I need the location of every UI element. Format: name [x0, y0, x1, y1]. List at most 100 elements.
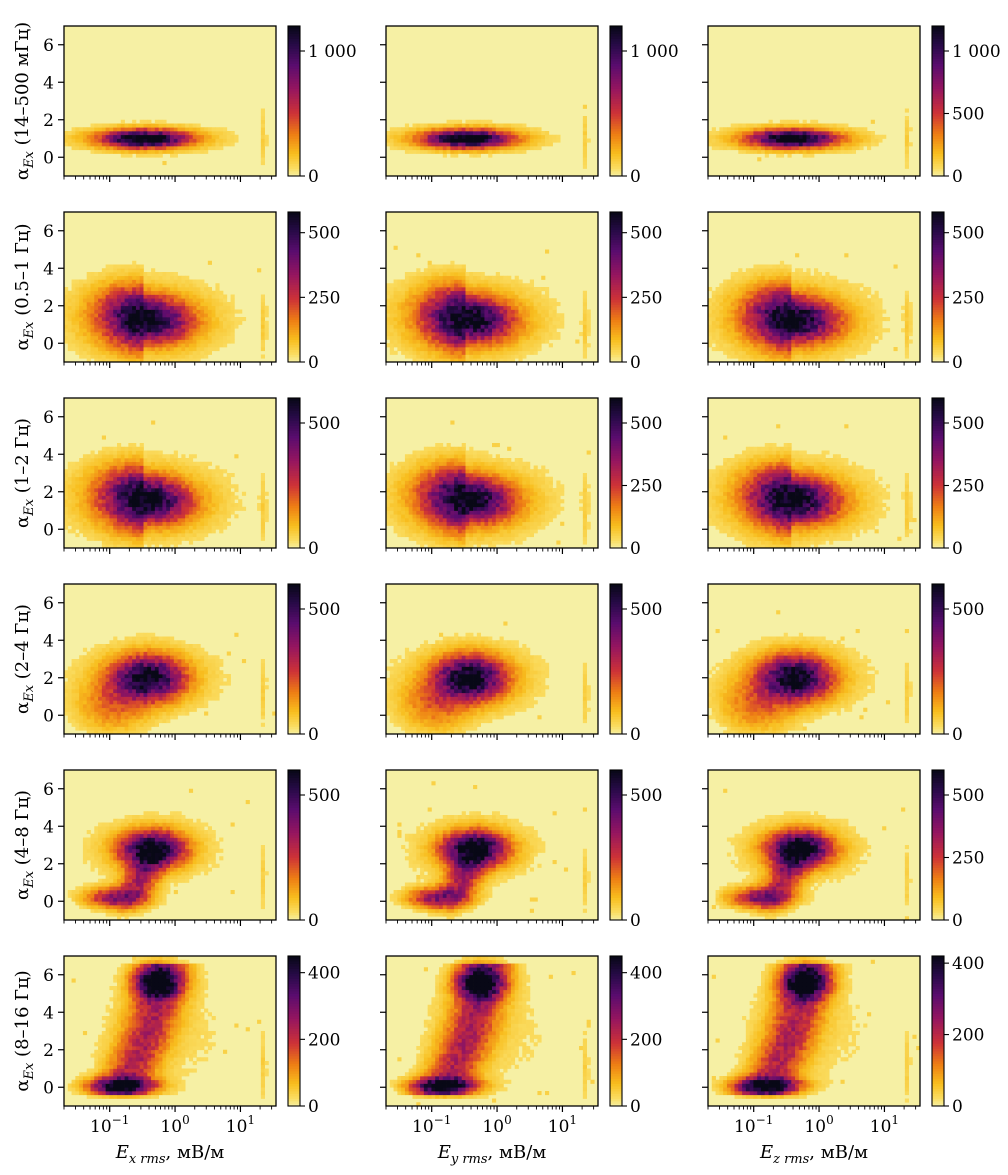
heatmap-cell	[461, 264, 466, 269]
heatmap-cell	[541, 302, 546, 307]
heatmap-cell	[416, 279, 421, 284]
heatmap-cell	[120, 328, 125, 333]
heatmap-cell	[427, 343, 432, 348]
heatmap-cell	[64, 313, 69, 318]
colorbar-segment	[932, 103, 944, 107]
heatmap-cell	[840, 131, 845, 136]
heatmap-cell	[442, 272, 447, 277]
heatmap-cell	[446, 317, 451, 322]
heatmap-cell	[848, 343, 853, 348]
heatmap-cell	[90, 343, 95, 348]
heatmap-cell	[836, 142, 841, 147]
heatmap-cell	[420, 123, 425, 128]
heatmap-cell	[802, 298, 807, 303]
heatmap-cell	[499, 146, 504, 151]
heatmap-cell	[768, 290, 773, 295]
heatmap-cell	[745, 138, 750, 143]
heatmap-cell	[192, 324, 197, 329]
heatmap-cell	[738, 313, 743, 318]
heatmap-cell	[522, 149, 527, 154]
heatmap-cell	[810, 305, 815, 310]
heatmap-cell	[473, 317, 478, 322]
heatmap-cell	[514, 138, 519, 143]
heatmap-cell	[779, 123, 785, 128]
heatmap-cell	[730, 324, 735, 329]
heatmap-cell	[435, 131, 440, 136]
heatmap-cell	[802, 339, 807, 344]
heatmap-cell	[450, 138, 455, 143]
heatmap-cell	[832, 127, 838, 132]
heatmap-cell	[851, 287, 856, 292]
heatmap-cell	[480, 119, 485, 124]
heatmap-cell	[503, 298, 508, 303]
heatmap-cell	[776, 264, 781, 269]
heatmap-cell	[795, 149, 800, 154]
heatmap-cell	[742, 298, 747, 303]
heatmap-cell	[776, 358, 781, 363]
heatmap-cell	[412, 302, 417, 307]
heatmap-cell	[851, 324, 856, 329]
heatmap-cell	[196, 283, 201, 288]
heatmap-cell	[389, 324, 394, 329]
heatmap-cell	[109, 149, 114, 154]
heatmap-cell	[393, 127, 398, 132]
heatmap-cell	[188, 332, 194, 337]
heatmap-cell	[840, 127, 845, 132]
heatmap-cell	[450, 358, 455, 363]
heatmap-cell	[863, 332, 868, 337]
heatmap-cell	[128, 309, 133, 314]
plot-frame	[63, 25, 277, 177]
heatmap-cell	[522, 127, 527, 132]
heatmap-cell	[529, 279, 534, 284]
heatmap-cell	[541, 324, 546, 329]
heatmap-cell	[139, 268, 144, 273]
heatmap-cell	[795, 279, 800, 284]
heatmap-cell	[560, 324, 565, 329]
heatmap-cell	[416, 127, 421, 132]
heatmap-cell	[416, 354, 421, 359]
heatmap-cell	[776, 354, 781, 359]
heatmap-cell	[423, 309, 428, 314]
heatmap-cell	[738, 131, 743, 136]
colorbar-segment	[288, 334, 300, 338]
heatmap-cell	[730, 142, 735, 147]
heatmap-cell	[90, 454, 95, 459]
heatmap-cell	[863, 305, 868, 310]
heatmap-cell	[821, 290, 826, 295]
heatmap-cell	[397, 324, 402, 329]
heatmap-cell	[776, 127, 781, 132]
heatmap-cell	[454, 343, 459, 348]
heatmap-cell	[75, 343, 80, 348]
heatmap-cell	[840, 347, 845, 352]
heatmap-cell	[806, 138, 811, 143]
heatmap-cell	[204, 142, 209, 147]
heatmap-cell	[412, 347, 417, 352]
heatmap-cell	[90, 149, 95, 154]
heatmap-cell	[469, 332, 474, 337]
heatmap-cell	[120, 343, 125, 348]
heatmap-cell	[719, 142, 724, 147]
heatmap-cell	[870, 131, 875, 136]
heatmap-cell	[814, 119, 819, 124]
heatmap-cell	[101, 324, 106, 329]
heatmap-cell	[840, 335, 845, 340]
heatmap-cell	[442, 290, 447, 295]
heatmap-cell	[154, 131, 159, 136]
colorbar-segment	[932, 121, 944, 124]
heatmap-cell	[147, 283, 152, 288]
colorbar-segment	[932, 28, 944, 32]
heatmap-cell	[132, 313, 137, 318]
colorbar-segment	[610, 111, 622, 114]
colorbar-tick-label: 0	[308, 167, 319, 187]
heatmap-cell	[798, 131, 803, 136]
colorbar-segment	[288, 352, 300, 355]
colorbar-frame	[931, 211, 945, 363]
colorbar-segment	[288, 146, 300, 149]
heatmap-cell	[798, 294, 803, 299]
heatmap-cell	[64, 473, 69, 478]
heatmap-cell	[230, 320, 235, 325]
heatmap-cell	[510, 283, 516, 288]
heatmap-cell	[132, 138, 137, 143]
heatmap-cell	[768, 302, 773, 307]
heatmap-cell	[840, 320, 845, 325]
